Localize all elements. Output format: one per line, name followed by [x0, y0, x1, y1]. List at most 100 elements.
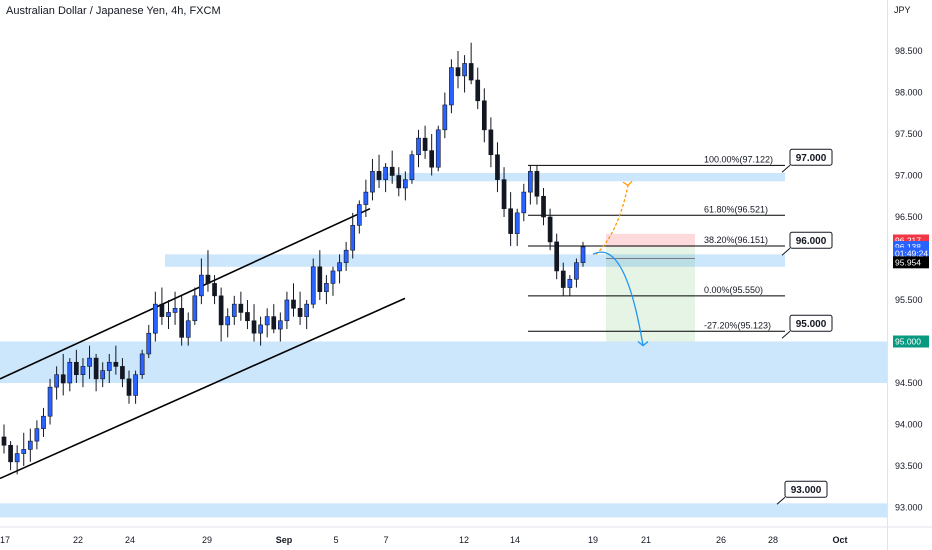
candle — [304, 300, 309, 330]
candle-body — [501, 179, 507, 209]
candle — [192, 287, 198, 325]
candle-body — [310, 266, 316, 305]
zone-95000 — [0, 341, 887, 383]
x-tick-label: 29 — [202, 535, 212, 545]
candle — [225, 308, 231, 338]
candle-body — [74, 361, 79, 375]
candle-body — [350, 225, 356, 251]
candle-body — [258, 324, 263, 334]
candle — [139, 349, 145, 379]
candle — [541, 187, 546, 226]
candle — [67, 358, 73, 392]
candle-body — [376, 171, 382, 180]
currency-label: JPY — [894, 5, 911, 15]
candle — [324, 275, 329, 305]
price-label-text: 95.954 — [895, 257, 921, 267]
candle — [376, 154, 382, 188]
candle — [383, 163, 388, 193]
candle — [495, 142, 500, 193]
position-reward-zone — [606, 247, 695, 342]
candle — [580, 241, 586, 267]
candle-body — [231, 303, 237, 317]
candle — [199, 258, 204, 305]
fib-label: 38.20%(96.151) — [704, 235, 768, 245]
y-tick-label: 98.500 — [895, 46, 923, 56]
y-tick-label: 94.000 — [895, 420, 923, 430]
candle — [396, 167, 402, 197]
candle-body — [488, 129, 494, 156]
candle-body — [574, 262, 579, 280]
candle-body — [435, 129, 441, 168]
level-callout: 95.000 — [781, 314, 833, 339]
candle-body — [560, 270, 566, 288]
candle — [567, 275, 573, 296]
candle — [93, 353, 99, 392]
callout-box — [784, 480, 828, 498]
candle-body — [1, 436, 7, 446]
bearish-arrow-head — [637, 340, 649, 347]
level-callout: 93.000 — [776, 480, 828, 505]
candle-body — [508, 208, 513, 234]
candle-body — [100, 370, 106, 380]
candle — [1, 424, 7, 454]
candle-body — [317, 266, 323, 292]
callout-label: 96.000 — [796, 236, 827, 247]
price-label-text: 95.000 — [895, 337, 921, 347]
candle — [435, 125, 441, 172]
x-tick-label: 19 — [588, 535, 598, 545]
candle — [356, 200, 362, 234]
price-label-text: 96.217 — [895, 235, 921, 245]
candle — [8, 441, 13, 471]
level-callout: 97.000 — [781, 148, 833, 173]
callout-pointer — [781, 247, 791, 256]
price-label-text: 01:49:24 — [895, 249, 928, 259]
chart-title: Australian Dollar / Japanese Yen, 4h, FX… — [6, 5, 221, 17]
candle — [429, 134, 435, 176]
candle — [297, 291, 303, 325]
candle — [475, 67, 481, 110]
candle-body — [356, 204, 362, 226]
candle — [54, 366, 59, 400]
y-tick-label: 93.500 — [895, 461, 923, 471]
candle — [245, 300, 250, 330]
x-tick-label: Sep — [276, 535, 293, 545]
candle-body — [146, 332, 152, 355]
candle — [403, 171, 408, 201]
candle — [172, 291, 178, 325]
fib-label: 61.80%(96.521) — [704, 204, 768, 214]
candle-body — [442, 104, 448, 131]
candle-body — [47, 386, 53, 417]
candle-body — [396, 175, 402, 189]
candle-body — [218, 295, 224, 326]
bullish-arrow-head — [622, 180, 633, 187]
candle-body — [554, 241, 560, 272]
candle — [468, 42, 474, 85]
candle-body — [87, 357, 92, 367]
candle — [238, 291, 244, 321]
candle — [41, 407, 46, 437]
position-risk-zone — [606, 233, 695, 248]
candle-body — [567, 278, 573, 288]
candle — [212, 275, 217, 305]
x-tick-label: Oct — [832, 535, 847, 545]
candle-body — [462, 63, 467, 77]
candle — [416, 129, 421, 168]
candle — [152, 291, 158, 342]
candle — [554, 233, 560, 280]
candle-body — [159, 303, 165, 317]
x-tick-label: 12 — [459, 535, 469, 545]
candle-body — [416, 137, 421, 156]
candle-body — [21, 449, 27, 454]
candle — [514, 208, 520, 247]
candle — [218, 287, 224, 342]
channel-upper-line — [0, 207, 371, 380]
candle-body — [120, 366, 125, 380]
candle-body — [370, 171, 375, 193]
candle-body — [166, 312, 171, 317]
candle — [278, 312, 283, 342]
callout-label: 93.000 — [791, 485, 822, 496]
candle-body — [212, 283, 217, 297]
candle — [60, 353, 66, 396]
